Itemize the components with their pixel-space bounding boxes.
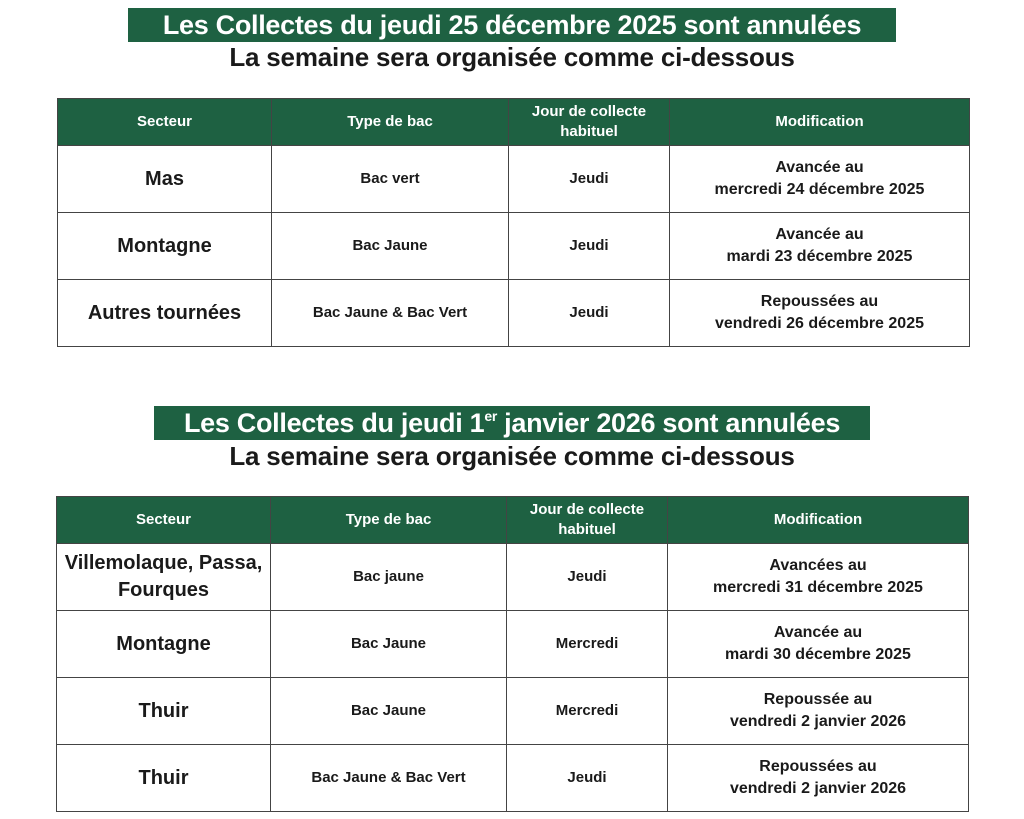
cell-modification: Avancée au mardi 30 décembre 2025 — [667, 610, 969, 678]
cell-bac: Bac Jaune & Bac Vert — [271, 279, 509, 347]
cell-jour: Jeudi — [506, 543, 668, 611]
notice2-table: Secteur Type de bac Jour de collecte hab… — [56, 496, 969, 812]
cell-secteur: Villemolaque, Passa, Fourques — [56, 543, 271, 611]
cell-modification: Repoussée au vendredi 2 janvier 2026 — [667, 677, 969, 745]
header-modification: Modification — [669, 98, 970, 146]
title-superscript: er — [484, 408, 497, 424]
cell-bac: Bac jaune — [270, 543, 507, 611]
notice2-title: Les Collectes du jeudi 1er janvier 2026 … — [154, 406, 870, 440]
table-row: Montagne Bac Jaune Mercredi Avancée au ma… — [56, 610, 969, 678]
table-header: Secteur Type de bac Jour de collecte hab… — [57, 98, 970, 146]
mod-line2: vendredi 2 janvier 2026 — [729, 713, 907, 730]
mod-line2: vendredi 26 décembre 2025 — [714, 315, 924, 332]
cell-modification: Avancées au mercredi 31 décembre 2025 — [667, 543, 969, 611]
table-row: Thuir Bac Jaune & Bac Vert Jeudi Repouss… — [56, 744, 969, 812]
header-secteur: Secteur — [56, 496, 271, 544]
header-type-bac: Type de bac — [270, 496, 507, 544]
cell-jour: Mercredi — [506, 610, 668, 678]
cell-secteur: Montagne — [57, 212, 272, 280]
header-type-bac: Type de bac — [271, 98, 509, 146]
table-row: Villemolaque, Passa, Fourques Bac jaune … — [56, 543, 969, 611]
header-jour: Jour de collecte habituel — [508, 98, 670, 146]
cell-secteur: Mas — [57, 145, 272, 213]
title-part2: janvier 2026 sont annulées — [496, 408, 841, 438]
mod-line2: mercredi 24 décembre 2025 — [714, 181, 925, 198]
mod-line2: mercredi 31 décembre 2025 — [713, 579, 923, 596]
cell-modification: Avancée au mardi 23 décembre 2025 — [669, 212, 970, 280]
cell-jour: Jeudi — [506, 744, 668, 812]
cell-bac: Bac Jaune — [271, 212, 509, 280]
mod-line1: Avancée au — [773, 624, 863, 641]
table-row: Montagne Bac Jaune Jeudi Avancée au mardi… — [57, 212, 970, 280]
mod-line2: mardi 23 décembre 2025 — [726, 248, 913, 265]
notice1-table: Secteur Type de bac Jour de collecte hab… — [57, 98, 970, 347]
mod-line1: Repoussée au — [763, 691, 873, 708]
table-row: Mas Bac vert Jeudi Avancée au mercredi 24… — [57, 145, 970, 213]
cell-bac: Bac Jaune — [270, 677, 507, 745]
header-modification: Modification — [667, 496, 969, 544]
notice2-subtitle: La semaine sera organisée comme ci-desso… — [229, 441, 795, 471]
cell-jour: Jeudi — [508, 145, 670, 213]
mod-line2: mardi 30 décembre 2025 — [725, 646, 911, 663]
cell-modification: Repoussées au vendredi 2 janvier 2026 — [667, 744, 969, 812]
mod-line2: vendredi 2 janvier 2026 — [729, 780, 907, 797]
mod-line1: Avancées au — [769, 557, 867, 574]
mod-line1: Avancée au — [775, 226, 864, 243]
cell-secteur: Thuir — [56, 677, 271, 745]
cell-modification: Avancée au mercredi 24 décembre 2025 — [669, 145, 970, 213]
cell-jour: Jeudi — [508, 279, 670, 347]
notice1-title: Les Collectes du jeudi 25 décembre 2025 … — [128, 8, 896, 42]
cell-jour: Mercredi — [506, 677, 668, 745]
header-secteur: Secteur — [57, 98, 272, 146]
table-row: Autres tournées Bac Jaune & Bac Vert Jeu… — [57, 279, 970, 347]
cell-bac: Bac Jaune & Bac Vert — [270, 744, 507, 812]
cell-secteur: Autres tournées — [57, 279, 272, 347]
mod-line1: Repoussées au — [759, 758, 877, 775]
header-jour: Jour de collecte habituel — [506, 496, 668, 544]
mod-line1: Avancée au — [775, 159, 864, 176]
table-header: Secteur Type de bac Jour de collecte hab… — [56, 496, 969, 544]
mod-line1: Repoussées au — [760, 293, 879, 310]
cell-secteur: Montagne — [56, 610, 271, 678]
title-part1: Les Collectes du jeudi 1 — [183, 408, 485, 438]
cell-secteur: Thuir — [56, 744, 271, 812]
cell-jour: Jeudi — [508, 212, 670, 280]
cell-modification: Repoussées au vendredi 26 décembre 2025 — [669, 279, 970, 347]
notice1-subtitle: La semaine sera organisée comme ci-desso… — [229, 42, 795, 72]
table-row: Thuir Bac Jaune Mercredi Repoussée au ven… — [56, 677, 969, 745]
cell-bac: Bac vert — [271, 145, 509, 213]
cell-bac: Bac Jaune — [270, 610, 507, 678]
